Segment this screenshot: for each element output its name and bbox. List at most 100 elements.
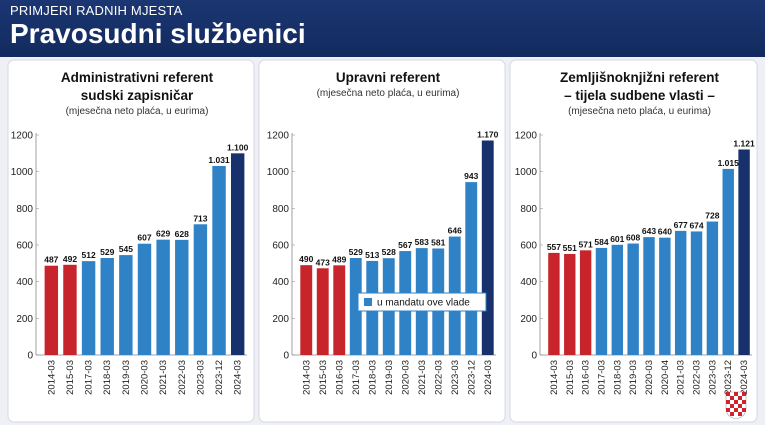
bar — [212, 165, 226, 355]
x-tick-label: 2018-03 — [367, 360, 378, 395]
bar-value-label: 677 — [674, 220, 688, 230]
bar — [230, 153, 245, 355]
bar — [548, 252, 560, 355]
bar-value-label: 492 — [63, 254, 77, 264]
bar — [193, 224, 208, 355]
bar-value-label: 713 — [193, 213, 207, 223]
bar-value-label: 489 — [332, 254, 346, 264]
bar-value-label: 528 — [382, 247, 396, 257]
x-tick-label: 2014-03 — [549, 360, 560, 395]
y-tick-label: 200 — [16, 314, 33, 325]
bar — [659, 237, 671, 355]
y-tick-label: 200 — [520, 314, 537, 325]
y-tick-label: 400 — [520, 277, 537, 288]
bar — [674, 230, 687, 355]
bar — [690, 231, 703, 355]
chart-panel-3: Zemljišnoknjižni referent – tijela sudben… — [509, 59, 758, 423]
bar — [156, 239, 170, 355]
y-tick-label: 400 — [16, 277, 33, 288]
y-tick-label: 200 — [272, 314, 289, 325]
x-tick-label: 2021-03 — [676, 360, 687, 395]
bar — [316, 268, 329, 355]
x-tick-label: 2020-04 — [660, 360, 671, 395]
bar-value-label: 728 — [705, 211, 719, 221]
x-tick-label: 2022-03 — [692, 360, 703, 395]
bar-value-label: 601 — [610, 234, 624, 244]
bar-value-label: 490 — [299, 254, 313, 264]
y-tick-label: 0 — [283, 351, 289, 362]
bar — [627, 243, 639, 355]
x-tick-label: 2016-03 — [334, 360, 345, 395]
x-tick-label: 2019-03 — [384, 360, 395, 395]
chart-title-line: sudski zapisničar — [81, 88, 194, 103]
x-tick-label: 2016-03 — [581, 360, 592, 395]
x-tick-label: 2015-03 — [65, 360, 76, 395]
bar-value-label: 529 — [100, 247, 114, 257]
x-tick-label: 2017-03 — [84, 360, 95, 395]
chart-title-line: Administrativni referent — [61, 70, 214, 85]
x-tick-label: 2017-03 — [596, 360, 607, 395]
bar — [175, 239, 189, 355]
x-tick-label: 2020-03 — [140, 360, 151, 395]
chart-title-line: Zemljišnoknjižni referent — [560, 70, 720, 85]
chart-subtitle: (mjesečna neto plaća, u eurima) — [66, 106, 209, 117]
x-tick-label: 2015-03 — [565, 360, 576, 395]
x-tick-label: 2021-03 — [417, 360, 428, 395]
chart-panel-1: Administrativni referent sudski zapisniča… — [7, 59, 255, 423]
bar — [44, 265, 59, 355]
bar — [300, 265, 313, 355]
bar-value-label: 473 — [316, 257, 330, 267]
bar — [349, 258, 362, 355]
bar — [738, 149, 750, 355]
header-banner: PRIMJERI RADNIH MJESTA Pravosudni službe… — [0, 0, 765, 57]
x-tick-label: 2020-03 — [400, 360, 411, 395]
x-tick-label: 2024-03 — [739, 360, 750, 395]
bar — [63, 264, 77, 355]
y-tick-label: 1000 — [11, 167, 34, 178]
croatian-coat-of-arms-icon — [725, 391, 747, 420]
bar — [595, 247, 608, 355]
bar — [81, 261, 96, 355]
y-tick-label: 400 — [272, 277, 289, 288]
chart-title-line: Upravni referent — [336, 70, 441, 85]
x-tick-label: 2015-03 — [318, 360, 329, 395]
bar-value-label: 1.015 — [718, 158, 740, 168]
y-tick-label: 1200 — [11, 131, 34, 142]
x-tick-label: 2024-03 — [483, 360, 494, 395]
legend-swatch — [364, 298, 372, 306]
x-tick-label: 2023-03 — [450, 360, 461, 395]
y-tick-label: 1200 — [267, 131, 290, 142]
x-tick-label: 2023-03 — [195, 360, 206, 395]
bar — [119, 255, 133, 355]
bar-value-label: 628 — [175, 229, 189, 239]
x-tick-label: 2018-03 — [102, 360, 113, 395]
bar-value-label: 584 — [594, 237, 608, 247]
charts-area: Administrativni referent sudski zapisniča… — [0, 57, 765, 425]
bar-value-label: 608 — [626, 233, 640, 243]
y-tick-label: 1200 — [515, 131, 538, 142]
legend-box — [357, 292, 487, 312]
bar-value-label: 1.100 — [227, 142, 249, 152]
y-tick-label: 1000 — [267, 167, 290, 178]
bar-value-label: 943 — [464, 171, 478, 181]
bar — [465, 182, 478, 355]
chart-panel-2: Upravni referent (mjesečna neto plaća, u … — [258, 59, 506, 423]
y-tick-label: 800 — [272, 204, 289, 215]
x-tick-label: 2019-03 — [628, 360, 639, 395]
bar-value-label: 1.121 — [733, 138, 755, 148]
bar — [579, 250, 592, 355]
chart-subtitle: (mjesečna neto plaća, u eurima) — [317, 88, 460, 99]
x-tick-label: 2021-03 — [158, 360, 169, 395]
bar-value-label: 1.170 — [477, 130, 499, 140]
bar-value-label: 1.031 — [208, 155, 230, 165]
x-tick-label: 2023-12 — [214, 360, 225, 395]
x-tick-label: 2018-03 — [612, 360, 623, 395]
x-tick-label: 2014-03 — [46, 360, 57, 395]
x-tick-label: 2022-03 — [433, 360, 444, 395]
y-tick-label: 600 — [272, 241, 289, 252]
x-tick-label: 2014-03 — [301, 360, 312, 395]
bar-value-label: 640 — [658, 227, 672, 237]
chart-subtitle: (mjesečna neto plaća, u eurima) — [568, 106, 711, 117]
bar — [722, 168, 734, 355]
x-tick-label: 2020-03 — [644, 360, 655, 395]
